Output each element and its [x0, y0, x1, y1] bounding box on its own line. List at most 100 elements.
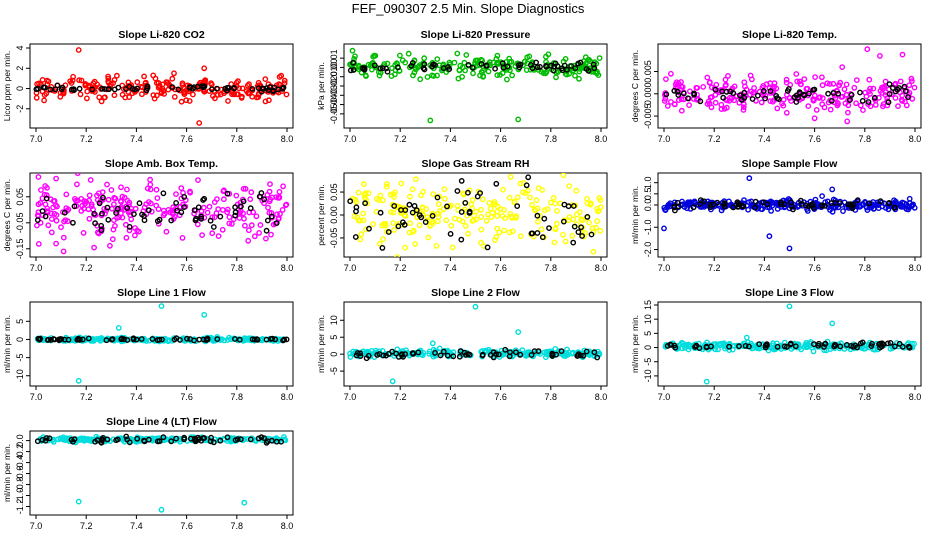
- data-point: [830, 80, 837, 87]
- data-point: [211, 95, 218, 102]
- data-point: [499, 352, 506, 358]
- data-point: [819, 82, 826, 89]
- mean-point: [37, 335, 44, 342]
- data-point: [226, 214, 233, 221]
- x-tick-label: 7.0: [30, 134, 43, 144]
- data-point: [545, 51, 552, 58]
- mean-point: [224, 87, 230, 94]
- mean-point: [577, 59, 584, 66]
- data-point: [523, 67, 530, 74]
- data-point: [507, 210, 514, 217]
- data-point: [118, 198, 125, 205]
- mean-point: [896, 340, 903, 347]
- mean-point: [721, 200, 728, 207]
- mean-point: [828, 98, 835, 104]
- data-point: [867, 85, 873, 92]
- data-point: [851, 84, 858, 91]
- mean-point: [385, 229, 392, 235]
- points-layer: [34, 173, 290, 255]
- mean-point: [434, 194, 441, 201]
- mean-point: [787, 340, 794, 347]
- mean-point: [450, 353, 457, 360]
- data-point: [114, 72, 120, 79]
- mean-point: [76, 85, 83, 92]
- data-point: [82, 436, 89, 443]
- y-tick-label: -1.2: [15, 499, 25, 515]
- data-point: [472, 57, 479, 64]
- data-point: [473, 216, 479, 223]
- mean-point: [98, 439, 105, 446]
- data-point: [877, 88, 884, 94]
- data-point: [819, 74, 825, 81]
- mean-point: [529, 65, 536, 72]
- x-tick-label: 7.2: [394, 392, 407, 402]
- data-point: [390, 220, 397, 227]
- mean-point: [902, 88, 909, 95]
- data-point: [242, 185, 249, 192]
- mean-point: [210, 224, 217, 230]
- data-point: [173, 191, 179, 198]
- mean-point: [594, 354, 601, 361]
- data-point: [434, 72, 440, 79]
- mean-point: [507, 349, 513, 356]
- data-point: [85, 436, 91, 442]
- panel-title: Slope Line 2 Flow: [431, 287, 521, 299]
- data-point: [39, 77, 46, 83]
- data-point: [165, 206, 172, 213]
- mean-point: [422, 219, 429, 226]
- mean-point: [266, 84, 273, 91]
- mean-point: [130, 211, 137, 218]
- mean-point: [101, 86, 108, 92]
- mean-point: [762, 95, 768, 102]
- data-point: [363, 226, 369, 233]
- mean-point: [816, 340, 822, 347]
- data-point: [842, 100, 849, 107]
- data-point: [898, 96, 905, 103]
- mean-point: [588, 231, 595, 238]
- x-tick-label: 7.6: [808, 134, 821, 144]
- data-point: [747, 72, 754, 79]
- data-point: [425, 234, 432, 241]
- data-point: [83, 198, 90, 205]
- mean-point: [440, 65, 447, 72]
- data-point: [181, 88, 188, 95]
- data-point: [586, 219, 592, 226]
- panel-2: Slope Li-820 Pressure 7.0 7.2 7.4 7.6 7.8 8.0 -…: [316, 29, 608, 144]
- mean-point: [516, 62, 522, 69]
- data-point: [494, 203, 501, 210]
- data-point: [277, 337, 284, 343]
- data-point: [897, 78, 904, 85]
- data-point: [48, 216, 55, 222]
- mean-point: [40, 84, 47, 91]
- data-point: [102, 94, 108, 101]
- data-point: [526, 53, 533, 60]
- x-tick-label: 7.2: [708, 392, 721, 402]
- mean-point: [104, 204, 111, 211]
- data-point: [683, 201, 690, 207]
- plot-frame: [29, 430, 294, 516]
- data-point: [150, 72, 157, 79]
- outlier-point: [661, 225, 667, 232]
- x-tick-label: 7.6: [808, 263, 821, 273]
- mean-point: [465, 62, 472, 68]
- x-tick-label: 7.8: [231, 263, 244, 273]
- mean-point: [255, 435, 262, 442]
- data-point: [48, 229, 55, 236]
- data-point: [95, 190, 102, 197]
- mean-point: [154, 218, 161, 225]
- y-tick-label: -10: [15, 369, 25, 382]
- mean-point: [138, 336, 145, 342]
- mean-point: [821, 202, 828, 209]
- data-point: [226, 220, 233, 227]
- mean-point: [232, 437, 239, 443]
- data-point: [478, 226, 485, 233]
- data-point: [503, 76, 510, 83]
- x-tick-label: 7.4: [130, 392, 143, 402]
- mean-point: [458, 177, 465, 184]
- mean-point: [123, 86, 129, 92]
- data-point: [402, 59, 409, 66]
- data-point: [543, 69, 550, 75]
- data-point: [194, 221, 201, 228]
- plot-frame: [29, 301, 294, 387]
- data-point: [870, 85, 877, 92]
